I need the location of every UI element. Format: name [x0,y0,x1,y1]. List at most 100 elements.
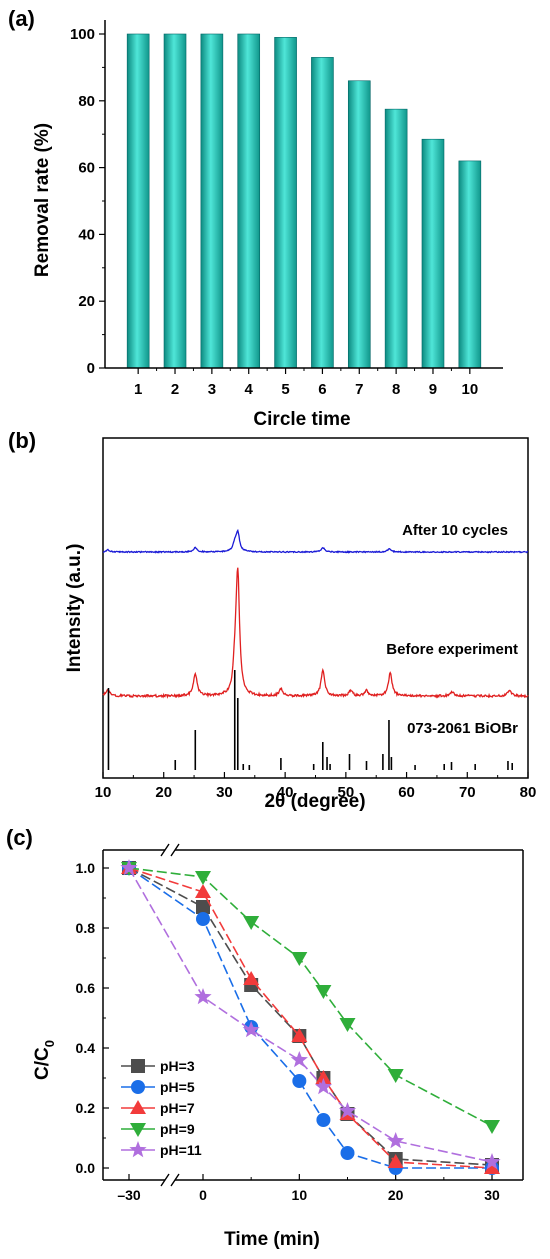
legend-label-pH=11: pH=11 [160,1142,202,1158]
panel-a-label: (a) [8,6,35,31]
x-tick-label-2: 2 [171,381,179,398]
data-point-pH=7-t12.5 [315,1070,332,1084]
y-tick-label-0.4: 0.4 [76,1040,96,1056]
axis-break-mark [160,843,170,857]
data-point-pH=7-t0 [195,884,211,898]
legend-marker-pH=3 [131,1059,145,1073]
bar-3 [200,33,224,369]
data-point-pH=11-t5 [242,1021,260,1038]
bar-9 [421,138,445,369]
x-tick-label-7: 7 [355,381,363,398]
y-tick-label-60: 60 [78,160,95,177]
y-tick-label-0.8: 0.8 [76,920,96,936]
panel-c-label: (c) [6,825,33,850]
data-point-pH=5-t15 [340,1146,355,1160]
bar-4 [237,33,261,369]
series-line-pH=9 [128,867,493,1127]
data-point-pH=9-t20 [387,1069,404,1083]
series-label-after-10-cycles: After 10 cycles [402,522,508,539]
x-tick-label-9: 9 [429,381,437,398]
panel-c-y-axis-title: C/C0 [32,1040,57,1080]
bar-5 [274,37,297,369]
legend-label-pH=5: pH=5 [160,1079,195,1095]
xrd-curve-after-10-cycles [102,528,529,554]
data-point-pH=11-t0 [194,988,212,1005]
x-tick-label-4: 30 [484,1187,500,1203]
legend-label-pH=3: pH=3 [160,1058,195,1074]
x-tick-label-70: 70 [459,784,476,801]
x-tick-label-0: –30 [117,1187,141,1203]
panel-b-x-axis-title: 2θ (degree) [264,791,365,812]
data-point-pH=11-t30 [483,1153,501,1170]
data-point-pH=9-t10 [291,952,308,966]
x-tick-label-1: 1 [134,381,142,398]
y-tick-label-0.2: 0.2 [76,1100,96,1116]
data-point-pH=9-t5 [243,916,260,930]
legend-marker-pH=11 [129,1141,147,1158]
bar-7 [347,80,371,369]
legend-label-pH=7: pH=7 [160,1100,195,1116]
x-tick-label-8: 8 [392,381,400,398]
series-line-pH=5 [128,867,492,1169]
legend-marker-pH=7 [130,1100,146,1114]
x-tick-label-6: 6 [318,381,326,398]
data-point-pH=7-t10 [291,1028,308,1042]
data-point-pH=9-t30 [484,1120,500,1134]
data-point-pH=11-t12.5 [314,1078,332,1095]
series-label-reference-pattern: 073-2061 BiOBr [407,720,518,737]
x-tick-label-3: 20 [388,1187,404,1203]
legend-marker-pH=5 [131,1080,145,1094]
panel-c-x-axis-title: Time (min) [224,1229,320,1250]
data-point-pH=11-t15 [338,1102,357,1119]
x-tick-label-2: 10 [292,1187,308,1203]
panel-b-y-axis-title: Intensity (a.u.) [64,544,85,673]
legend: pH=3 pH=5 pH=7 pH=9 pH=11 [121,1058,202,1158]
series-line-pH=7 [128,867,493,1169]
x-tick-label-3: 3 [208,381,216,398]
x-tick-label-60: 60 [398,784,415,801]
series-pH=11 [120,859,501,1170]
axis-break-mark [170,1173,180,1187]
y-tick-label-20: 20 [78,293,95,310]
data-point-pH=11-t10 [290,1051,308,1068]
y-tick-label-0.0: 0.0 [76,1160,96,1176]
x-tick-label-50: 50 [338,784,355,801]
data-point-pH=11-t-30 [120,859,138,876]
axis-break-mark [170,843,180,857]
panel-c-kinetics-chart: (c) C/C0 Time (min) 0.0 0.2 0.4 0.6 0.8 1.0 –3… [6,825,524,1250]
x-tick-label-40: 40 [277,784,294,801]
y-tick-label-0: 0 [87,360,95,377]
data-point-pH=3-t0 [196,900,210,914]
axis-break-mark [160,1173,170,1187]
x-tick-label-5: 5 [281,381,289,398]
x-tick-label-10: 10 [461,381,478,398]
bar-8 [384,108,408,369]
data-point-pH=7-t30 [484,1160,500,1174]
y-tick-label-40: 40 [78,226,95,243]
y-tick-label-100: 100 [70,26,95,43]
data-point-pH=7-t5 [243,971,260,985]
data-point-pH=5-t0 [196,912,210,926]
series-label-before-experiment: Before experiment [386,641,518,658]
bar-2 [163,33,187,369]
panel-b-xrd-chart: (b) Intensity (a.u.) 2θ (degree) After 1… [8,428,536,812]
legend-marker-pH=9 [130,1123,146,1137]
x-tick-label-1: 0 [199,1187,207,1203]
data-point-pH=9-t12.5 [315,985,332,999]
data-point-pH=11-t20 [387,1132,405,1149]
bar-6 [311,57,334,369]
data-point-pH=9-t0 [195,871,211,885]
y-tick-label-0.6: 0.6 [76,980,96,996]
data-point-pH=5-t10 [292,1074,307,1088]
x-tick-label-4: 4 [245,381,254,398]
data-point-pH=5-t12.5 [316,1113,331,1127]
x-tick-label-10: 10 [95,784,112,801]
series-line-pH=3 [128,867,493,1166]
panel-a-y-axis-title: Removal rate (%) [32,123,53,277]
bar-1 [126,33,150,369]
legend-label-pH=9: pH=9 [160,1121,195,1137]
x-tick-label-20: 20 [155,784,172,801]
series-line-pH=11 [128,867,493,1163]
panel-b-label: (b) [8,428,36,453]
